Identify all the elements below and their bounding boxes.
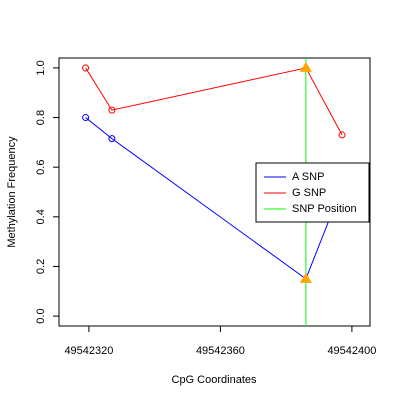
x-axis-label: CpG Coordinates: [172, 374, 257, 386]
series-line: [85, 117, 343, 280]
point: [82, 114, 90, 122]
y-tick-label: 0.4: [35, 209, 47, 224]
point: [108, 135, 116, 143]
point: [108, 106, 116, 114]
y-tick-label: 0.6: [35, 160, 47, 175]
series-line: [85, 67, 343, 136]
y-axis-label: Methylation Frequency: [6, 136, 18, 248]
point: [82, 64, 90, 72]
y-tick-label: 1.0: [35, 60, 47, 75]
legend-label: SNP Position: [292, 203, 357, 215]
y-tick-label: 0.2: [35, 259, 47, 274]
x-tick-label: 49542320: [64, 345, 113, 357]
y-tick-label: 0.0: [35, 308, 47, 323]
snp-marker: [299, 61, 312, 72]
legend-label: G SNP: [292, 187, 326, 199]
plot-frame: [58, 57, 371, 327]
x-tick-label: 49542400: [327, 345, 376, 357]
y-tick-label: 0.8: [35, 110, 47, 125]
legend-label: A SNP: [292, 171, 324, 183]
x-tick-label: 49542360: [196, 345, 245, 357]
snp-marker: [299, 272, 312, 283]
point: [338, 131, 346, 139]
